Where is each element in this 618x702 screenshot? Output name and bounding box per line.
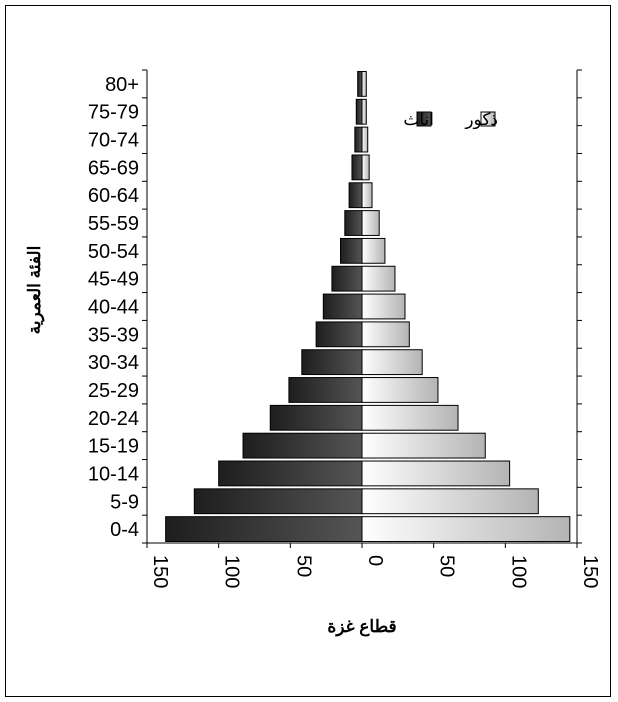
bars-group: [165, 71, 571, 542]
bar-male-25-29: [361, 377, 439, 403]
y-tick-labels: 0-4 5-9 10-14 15-19 20-24 25-29 30-34 35-39 40-4…: [88, 74, 139, 541]
bar-female-5-9: [193, 488, 363, 515]
y-tick-label: 60-64: [88, 185, 139, 207]
y-tick-label: 35-39: [88, 324, 139, 346]
y-tick-label: 65-69: [88, 157, 139, 179]
bar-male-0-4: [361, 516, 571, 542]
bar-male-45-49: [361, 265, 396, 292]
x-tick-label: 150: [579, 555, 601, 588]
y-tick-label: 5-9: [110, 491, 139, 513]
bar-male-40-44: [361, 293, 406, 320]
bar-female-40-44: [322, 293, 363, 320]
legend-label-male: ذكور: [464, 110, 498, 130]
bar-female-70-74: [354, 126, 363, 153]
x-tick-label: 100: [507, 555, 529, 588]
x-tick-label: 150: [149, 555, 171, 588]
y-tick-label: 45-49: [88, 269, 139, 291]
bar-female-60-64: [348, 182, 363, 209]
bar-female-65-69: [351, 154, 363, 181]
y-tick-label: 70-74: [88, 130, 139, 152]
axes-group: [142, 69, 582, 548]
x-axis-title: قطاع غزة: [327, 617, 396, 637]
x-tick-label: 50: [436, 555, 458, 577]
bar-female-75-79: [355, 98, 363, 125]
bar-male-75-79: [361, 98, 367, 125]
y-tick-label: 55-59: [88, 213, 139, 235]
bar-male-20-24: [361, 404, 459, 431]
y-tick-label: 0-4: [110, 519, 139, 541]
bar-male-15-19: [361, 432, 486, 459]
y-tick-label: 40-44: [88, 297, 139, 319]
bar-female-0-4: [165, 516, 363, 542]
y-tick-label: 30-34: [88, 352, 139, 374]
legend-swatch-male: [480, 111, 496, 127]
y-axis-title: الفئة العمرية: [25, 246, 45, 335]
bar-female-55-59: [344, 210, 363, 236]
bar-female-35-39: [315, 321, 363, 348]
x-tick-label: 0: [364, 555, 386, 566]
bar-female-30-34: [301, 349, 363, 376]
bar-male-5-9: [361, 488, 539, 515]
x-tick-label: 50: [292, 555, 314, 577]
x-tick-labels: 150 100 50 0 50 100 150: [149, 555, 601, 588]
bar-female-50-54: [340, 237, 363, 264]
legend-label-female: اناث: [403, 110, 434, 129]
bar-female-80+: [357, 71, 363, 97]
bar-male-10-14: [361, 460, 511, 487]
y-tick-label: 25-29: [88, 380, 139, 402]
legend-swatch-female: [416, 111, 432, 127]
y-tick-label: 15-19: [88, 436, 139, 458]
bar-male-80+: [361, 71, 367, 97]
chart-frame: [5, 5, 611, 697]
y-tick-label: 50-54: [88, 241, 139, 263]
legend: ذكور اناث: [403, 110, 498, 130]
bar-female-45-49: [331, 265, 363, 292]
y-tick-label: 10-14: [88, 463, 139, 485]
bar-male-30-34: [361, 349, 423, 376]
bar-female-15-19: [242, 432, 363, 459]
bar-male-35-39: [361, 321, 410, 348]
bar-male-50-54: [361, 237, 386, 264]
y-tick-label: 80+: [105, 74, 139, 96]
y-tick-label: 75-79: [88, 102, 139, 124]
y-tick-label: 20-24: [88, 408, 139, 430]
bar-female-20-24: [269, 404, 363, 431]
bar-female-10-14: [218, 460, 363, 487]
x-tick-label: 100: [221, 555, 243, 588]
bar-male-65-69: [361, 154, 370, 181]
bar-male-70-74: [361, 126, 369, 153]
bar-male-60-64: [361, 182, 373, 209]
bar-female-25-29: [288, 377, 363, 403]
bar-male-55-59: [361, 210, 380, 236]
